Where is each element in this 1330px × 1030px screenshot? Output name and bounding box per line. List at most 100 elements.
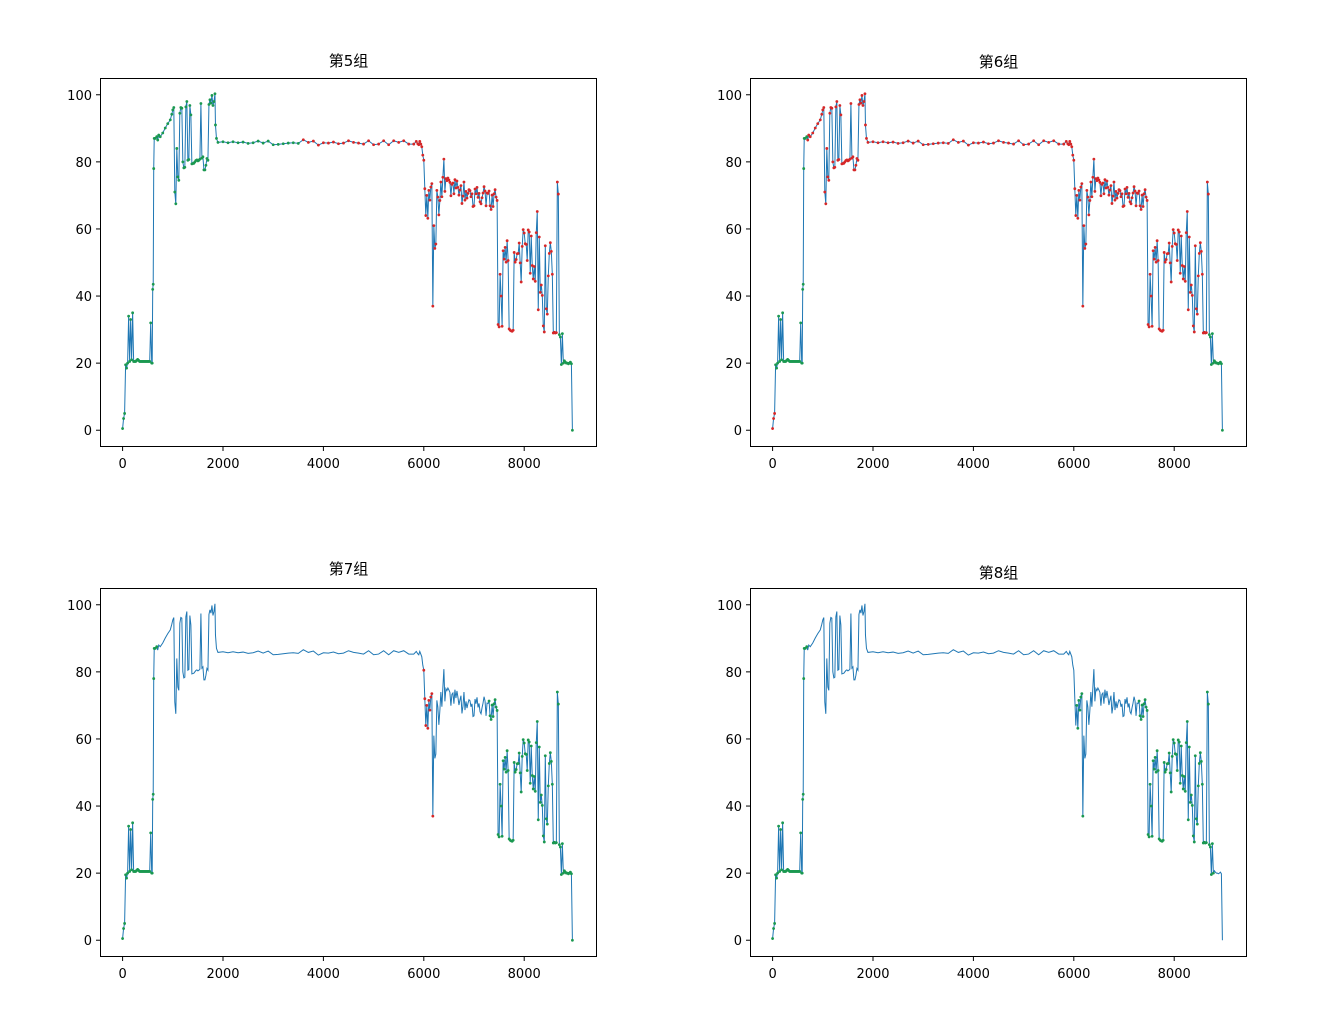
data-point	[458, 188, 462, 192]
data-point	[1199, 760, 1203, 763]
data-point	[1170, 245, 1174, 248]
data-point	[352, 141, 355, 144]
data-point	[1084, 242, 1088, 246]
data-point	[1105, 179, 1109, 183]
data-point	[495, 709, 499, 712]
data-point	[931, 142, 935, 146]
axes-frame	[750, 588, 1247, 957]
data-point	[1152, 257, 1156, 261]
subplot-3: 第7组 0 2000 4000 6000 8000 0 20 40 60 80 100	[67, 560, 597, 982]
data-point	[122, 417, 125, 420]
data-point	[276, 143, 280, 146]
data-point	[1102, 192, 1106, 196]
data-point	[1167, 751, 1171, 755]
data-point	[571, 938, 574, 942]
data-point	[1150, 324, 1154, 328]
data-point	[540, 293, 544, 297]
data-point	[152, 167, 156, 170]
data-point	[1140, 193, 1144, 197]
data-point	[1124, 192, 1128, 196]
data-point	[802, 167, 806, 170]
data-point	[1154, 260, 1158, 264]
data-point	[1073, 187, 1077, 191]
data-point	[547, 762, 551, 765]
data-point	[201, 155, 205, 159]
data-point	[1221, 428, 1224, 432]
data-point	[216, 141, 220, 144]
data-point	[377, 142, 381, 146]
data-point	[1130, 196, 1134, 200]
data-point	[559, 363, 563, 366]
data-point	[1075, 194, 1079, 197]
data-point	[505, 749, 509, 753]
data-point	[956, 141, 960, 144]
data-point	[231, 140, 235, 144]
data-point	[210, 94, 214, 97]
data-point	[961, 139, 965, 143]
data-point	[1133, 189, 1137, 193]
data-point	[1079, 695, 1083, 699]
data-point	[520, 755, 524, 758]
data-point	[516, 762, 520, 765]
data-point	[506, 769, 510, 772]
data-point	[1101, 181, 1105, 185]
x-tick-label: 4000	[307, 967, 340, 982]
data-point	[537, 235, 541, 239]
data-point	[921, 143, 925, 147]
data-point	[1002, 141, 1005, 144]
data-point	[532, 775, 536, 778]
data-point	[1185, 210, 1189, 213]
data-point	[1197, 762, 1201, 765]
axes-frame	[100, 78, 597, 447]
data-point	[215, 136, 218, 140]
data-point	[1154, 770, 1158, 774]
data-point	[1171, 738, 1175, 742]
data-point	[775, 876, 779, 880]
data-point	[466, 192, 470, 195]
subplot-title: 第5组	[329, 52, 369, 70]
data-point	[494, 705, 498, 709]
data-point	[500, 834, 504, 838]
data-point	[423, 697, 427, 701]
data-point	[1114, 189, 1118, 193]
data-point	[1069, 142, 1073, 146]
data-point	[799, 321, 803, 325]
data-point	[1174, 752, 1178, 756]
data-point	[1156, 769, 1160, 772]
data-point	[1179, 744, 1183, 748]
data-point	[1097, 178, 1101, 182]
data-point	[431, 304, 435, 308]
data-point	[1062, 142, 1066, 146]
data-point	[424, 214, 428, 217]
y-tick-label: 40	[725, 290, 742, 305]
data-point	[124, 363, 127, 367]
data-point	[1022, 143, 1025, 147]
data-point	[1125, 185, 1129, 189]
data-point	[424, 724, 428, 727]
data-point	[397, 141, 401, 144]
x-tick-label: 4000	[957, 967, 990, 982]
data-point	[236, 141, 240, 145]
data-point	[1164, 768, 1168, 771]
data-point	[504, 770, 508, 774]
x-tick-label: 2000	[206, 457, 239, 472]
data-point	[208, 98, 212, 102]
data-point	[863, 92, 867, 96]
data-point	[808, 135, 812, 139]
data-point	[839, 113, 843, 117]
data-point	[861, 104, 865, 107]
data-point	[1064, 140, 1068, 143]
data-point	[499, 804, 503, 808]
data-point	[1142, 702, 1146, 706]
data-point	[492, 702, 496, 706]
x-tick-label: 0	[118, 967, 126, 982]
data-point	[849, 102, 853, 105]
data-point	[495, 199, 499, 202]
data-point	[129, 828, 133, 831]
series-line	[772, 93, 1223, 431]
data-point	[425, 194, 429, 197]
data-point	[771, 427, 774, 430]
data-point	[1131, 191, 1135, 195]
data-point	[433, 247, 437, 250]
data-point	[419, 142, 423, 146]
